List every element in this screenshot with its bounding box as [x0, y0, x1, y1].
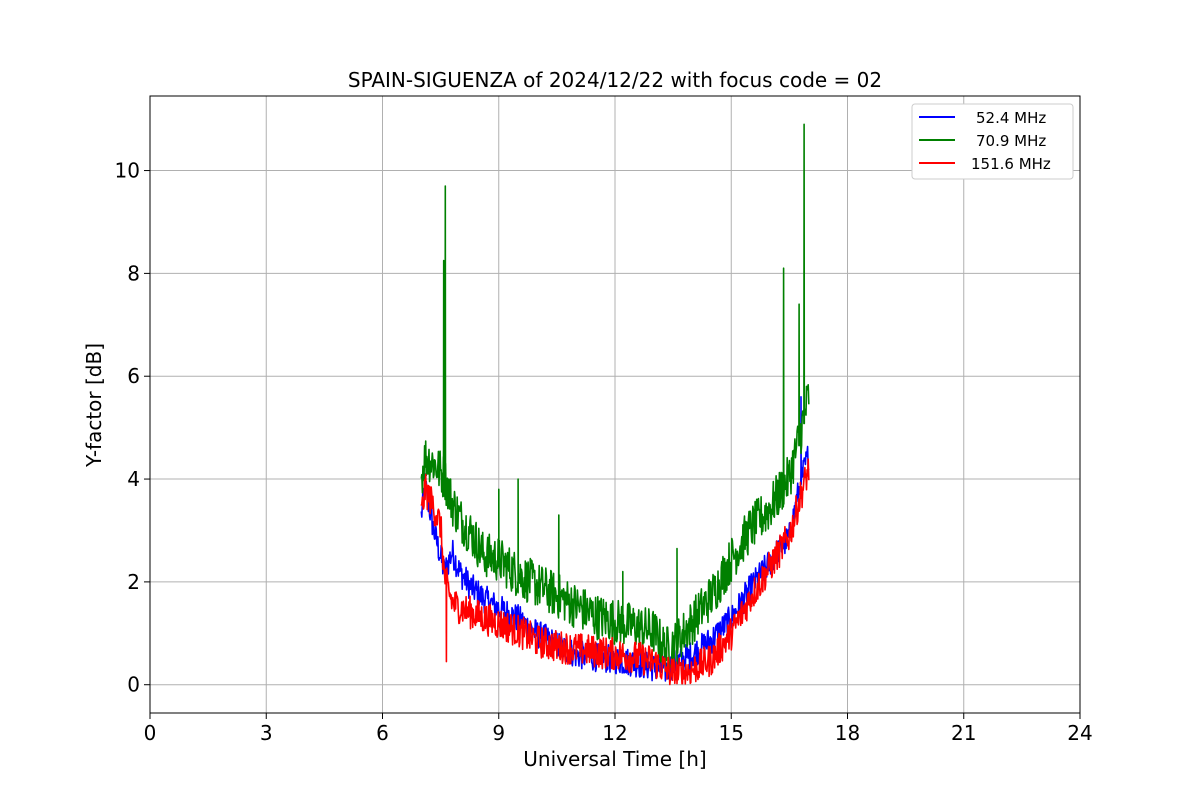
legend-label-series-2: 151.6 MHz: [971, 155, 1051, 173]
plot-frame: [149, 95, 1081, 714]
series-line-0: [420, 396, 810, 682]
series-line-1: [420, 123, 810, 673]
series-line-2: [420, 458, 810, 686]
x-tick-label: 0: [144, 721, 157, 745]
chart-title: SPAIN-SIGUENZA of 2024/12/22 with focus …: [348, 68, 882, 92]
y-axis-label: Y-factor [dB]: [82, 343, 106, 468]
y-tick-label: 10: [115, 159, 140, 183]
legend-frame: [911, 103, 1074, 180]
x-tick-label: 3: [260, 721, 273, 745]
legend-label-series-0: 52.4 MHz: [976, 109, 1046, 127]
x-tick-label: 6: [376, 721, 389, 745]
legend-label-series-1: 70.9 MHz: [976, 132, 1046, 150]
y-tick-label: 2: [127, 570, 140, 594]
legend: 52.4 MHz 70.9 MHz 151.6 MHz: [911, 103, 1074, 180]
x-tick-label: 21: [951, 721, 976, 745]
y-tick-label: 4: [127, 467, 140, 491]
y-tick-label: 0: [127, 673, 140, 697]
x-axis-label: Universal Time [h]: [523, 747, 706, 771]
x-tick-label: 18: [835, 721, 860, 745]
plot-area: [420, 123, 810, 686]
y-tick-label: 8: [127, 261, 140, 285]
x-tick-label: 15: [719, 721, 744, 745]
x-tick-label: 24: [1067, 721, 1092, 745]
x-tick-label: 9: [492, 721, 505, 745]
x-tick-label: 12: [602, 721, 627, 745]
y-tick-label: 6: [127, 364, 140, 388]
